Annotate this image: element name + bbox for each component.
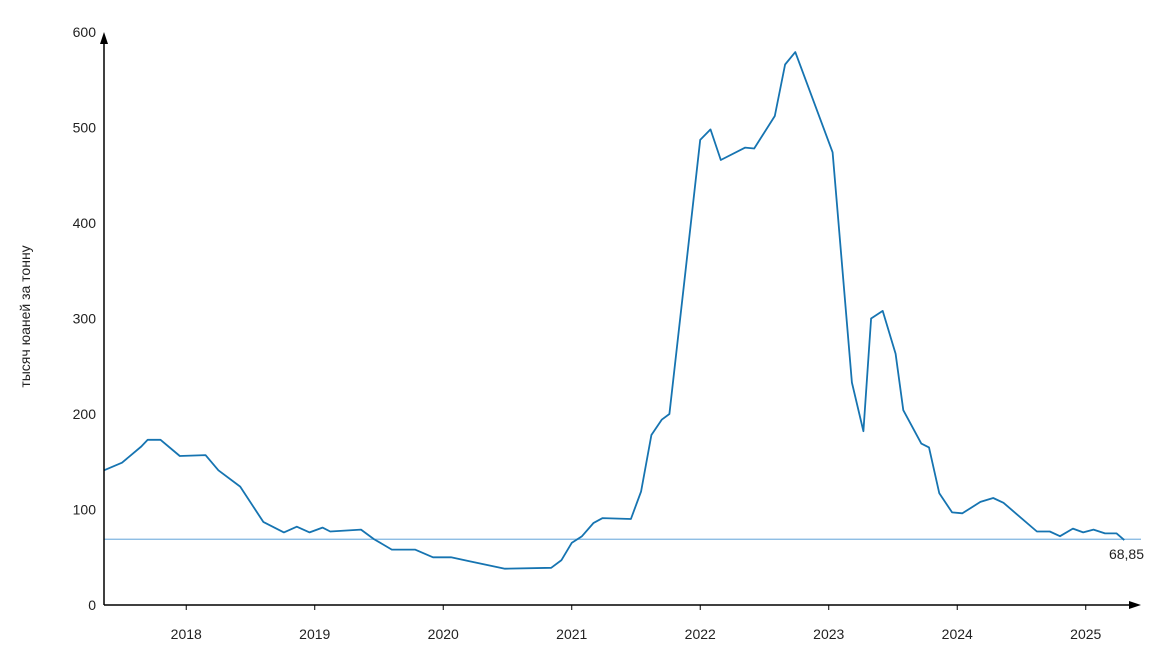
x-tick-label: 2019 bbox=[299, 626, 330, 642]
y-tick-label: 100 bbox=[73, 502, 97, 518]
x-tick-label: 2020 bbox=[428, 626, 459, 642]
reference-value-label: 68,85 bbox=[1109, 546, 1144, 562]
x-tick-label: 2022 bbox=[685, 626, 716, 642]
y-ticks: 0 100 200 300 400 500 600 bbox=[73, 24, 97, 613]
y-axis-title: тысяч юаней за тонну bbox=[17, 245, 33, 387]
y-tick-label: 200 bbox=[73, 406, 97, 422]
x-tick-label: 2021 bbox=[556, 626, 587, 642]
y-tick-label: 0 bbox=[88, 597, 96, 613]
y-tick-label: 300 bbox=[73, 311, 97, 327]
x-tick-label: 2018 bbox=[171, 626, 202, 642]
y-tick-label: 600 bbox=[73, 24, 97, 40]
series-line bbox=[103, 51, 1125, 570]
y-axis-arrow-icon bbox=[100, 32, 108, 44]
x-tick-label: 2025 bbox=[1070, 626, 1101, 642]
y-tick-label: 500 bbox=[73, 120, 97, 136]
y-tick-label: 400 bbox=[73, 215, 97, 231]
x-tick-label: 2023 bbox=[813, 626, 844, 642]
axes bbox=[100, 32, 1141, 609]
x-tick-label: 2024 bbox=[942, 626, 973, 642]
x-axis-arrow-icon bbox=[1129, 601, 1141, 609]
series-layer bbox=[103, 51, 1125, 570]
x-ticks: 2018 2019 2020 2021 2022 2023 2024 2025 bbox=[171, 605, 1102, 642]
